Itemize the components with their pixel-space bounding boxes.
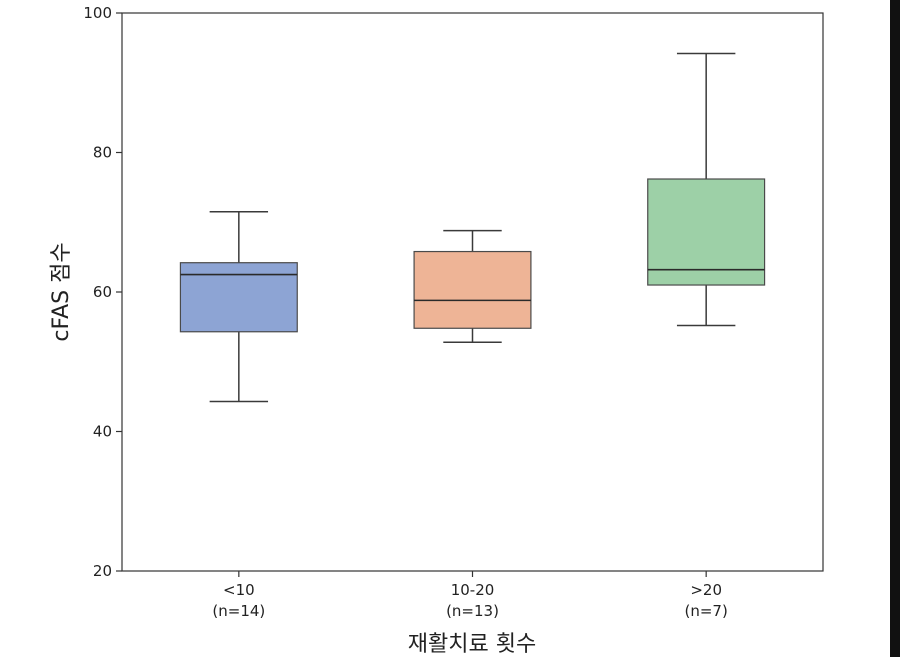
x-tick-sample-size: (n=14) [212,602,265,620]
y-tick-label: 80 [93,144,112,162]
window-edge [890,0,900,657]
box-1 [179,211,298,403]
x-tick-sample-size: (n=7) [685,602,728,620]
x-axis-ticks: <10 (n=14) 10-20 (n=13) >20 (n=7) [212,571,728,620]
iqr-box [647,178,766,286]
y-axis-title: cFAS 점수 [49,242,74,341]
y-tick-label: 60 [93,283,112,301]
x-tick-sample-size: (n=13) [446,602,499,620]
boxes-group [179,52,766,403]
y-tick-label: 20 [93,562,112,580]
x-axis-title: 재활치료 횟수 [408,632,536,657]
iqr-box [179,262,298,333]
x-tick-label: <10 [223,581,255,599]
box-3 [647,52,766,327]
x-tick-label: >20 [690,581,722,599]
iqr-box [413,250,532,329]
x-tick-label: 10-20 [451,581,495,599]
y-tick-label: 40 [93,423,112,441]
box-2 [413,229,532,343]
y-tick-label: 100 [83,4,112,22]
y-axis-ticks: 20 40 60 80 100 [83,4,122,580]
